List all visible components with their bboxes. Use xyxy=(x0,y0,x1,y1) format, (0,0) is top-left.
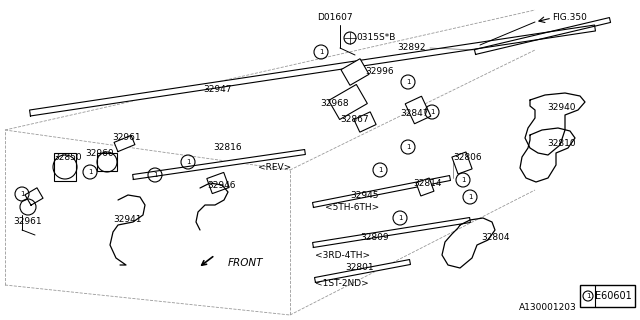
Text: 32961: 32961 xyxy=(13,218,42,227)
Text: <3RD-4TH>: <3RD-4TH> xyxy=(315,251,370,260)
Polygon shape xyxy=(29,25,595,116)
Polygon shape xyxy=(132,149,305,180)
Text: 32850: 32850 xyxy=(54,154,83,163)
Text: 32940: 32940 xyxy=(547,103,575,113)
Text: FRONT: FRONT xyxy=(228,258,264,268)
Bar xyxy=(580,285,635,307)
Text: 1: 1 xyxy=(378,167,382,173)
Polygon shape xyxy=(474,18,611,54)
Text: 32945: 32945 xyxy=(350,190,378,199)
Bar xyxy=(329,84,367,120)
Polygon shape xyxy=(312,176,451,207)
Text: 32801: 32801 xyxy=(345,263,374,273)
Text: FIG.350: FIG.350 xyxy=(552,13,587,22)
Polygon shape xyxy=(312,218,470,247)
Text: 1: 1 xyxy=(319,49,323,55)
Bar xyxy=(405,96,431,124)
Text: 32847: 32847 xyxy=(400,108,429,117)
Text: <REV>: <REV> xyxy=(258,163,291,172)
Text: 1: 1 xyxy=(429,109,435,115)
Bar xyxy=(354,112,376,132)
Text: 32961: 32961 xyxy=(113,133,141,142)
Text: 32806: 32806 xyxy=(453,154,482,163)
Text: 1: 1 xyxy=(153,172,157,178)
Text: 1: 1 xyxy=(468,194,472,200)
Text: 1: 1 xyxy=(397,215,403,221)
Text: 1: 1 xyxy=(186,159,190,165)
Text: 32947: 32947 xyxy=(204,84,232,93)
Text: 32941: 32941 xyxy=(113,215,141,225)
Text: 32996: 32996 xyxy=(365,68,394,76)
Bar xyxy=(452,152,472,174)
Text: 0315S*B: 0315S*B xyxy=(356,34,396,43)
Text: 32810: 32810 xyxy=(547,139,575,148)
Text: 32968: 32968 xyxy=(320,99,349,108)
Bar xyxy=(341,59,369,85)
Polygon shape xyxy=(314,260,410,283)
Text: A130001203: A130001203 xyxy=(519,303,577,313)
Polygon shape xyxy=(25,188,43,205)
Bar xyxy=(97,153,117,171)
Bar xyxy=(207,172,229,194)
Text: 32960: 32960 xyxy=(86,148,115,157)
Text: 1: 1 xyxy=(88,169,92,175)
Text: 32816: 32816 xyxy=(213,143,242,153)
Bar xyxy=(416,178,434,196)
Text: D01607: D01607 xyxy=(317,13,353,22)
Text: 1: 1 xyxy=(20,191,24,197)
Polygon shape xyxy=(114,135,135,152)
Text: 32867: 32867 xyxy=(340,116,369,124)
Text: 1: 1 xyxy=(406,144,410,150)
Text: 32804: 32804 xyxy=(481,233,509,242)
Bar xyxy=(54,153,76,181)
Text: 32814: 32814 xyxy=(413,179,442,188)
Text: E60601: E60601 xyxy=(595,291,632,301)
Text: <1ST-2ND>: <1ST-2ND> xyxy=(315,278,369,287)
Text: <5TH-6TH>: <5TH-6TH> xyxy=(325,204,380,212)
Text: 32946: 32946 xyxy=(207,180,236,189)
Text: 32892: 32892 xyxy=(397,44,426,52)
Text: 1: 1 xyxy=(586,293,590,299)
Text: 1: 1 xyxy=(406,79,410,85)
Text: 32809: 32809 xyxy=(360,233,388,242)
Text: 1: 1 xyxy=(461,177,465,183)
